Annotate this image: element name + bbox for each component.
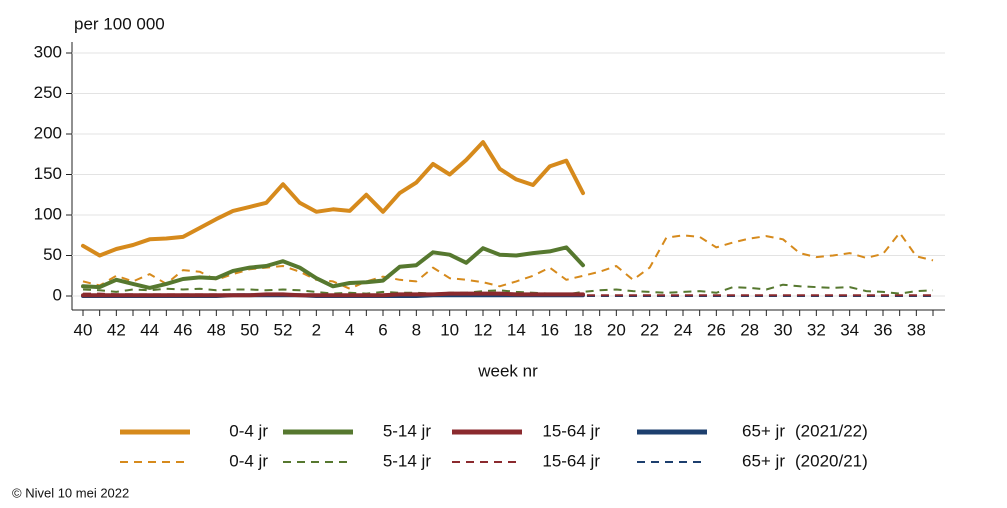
y-tick-label: 100 (34, 204, 62, 223)
x-tick-label: 18 (574, 320, 593, 339)
x-tick-label: 38 (907, 320, 926, 339)
x-tick-label: 6 (378, 320, 387, 339)
x-tick-label: 40 (74, 320, 93, 339)
legend-season: (2021/22) (795, 421, 868, 440)
x-tick-label: 44 (140, 320, 159, 339)
legend-label: 0-4 jr (229, 451, 268, 470)
y-tick-label: 250 (34, 83, 62, 102)
x-tick-label: 14 (507, 320, 526, 339)
x-tick-label: 26 (707, 320, 726, 339)
x-tick-label: 24 (674, 320, 693, 339)
legend-season: (2020/21) (795, 451, 868, 470)
x-tick-label: 32 (807, 320, 826, 339)
x-tick-label: 52 (274, 320, 293, 339)
y-tick-label: 50 (43, 245, 62, 264)
x-tick-label: 46 (174, 320, 193, 339)
x-tick-label: 48 (207, 320, 226, 339)
x-tick-label: 28 (740, 320, 759, 339)
x-tick-label: 50 (240, 320, 259, 339)
y-tick-label: 300 (34, 42, 62, 61)
x-tick-label: 36 (874, 320, 893, 339)
x-tick-label: 30 (774, 320, 793, 339)
legend-label: 15-64 jr (542, 451, 600, 470)
x-tick-label: 10 (440, 320, 459, 339)
x-tick-label: 22 (640, 320, 659, 339)
y-tick-label: 0 (53, 285, 62, 304)
x-tick-label: 20 (607, 320, 626, 339)
x-tick-label: 34 (840, 320, 859, 339)
line-series (81, 291, 585, 298)
legend-label: 5-14 jr (383, 451, 432, 470)
x-axis-label: week nr (477, 361, 538, 380)
x-tick-label: 8 (412, 320, 421, 339)
x-tick-label: 42 (107, 320, 126, 339)
x-tick-label: 12 (474, 320, 493, 339)
legend-label: 0-4 jr (229, 421, 268, 440)
y-tick-label: 200 (34, 123, 62, 142)
line-series (82, 231, 934, 290)
y-tick-label: 150 (34, 164, 62, 183)
footer: © Nivel 10 mei 2022 (12, 485, 129, 500)
x-tick-label: 2 (312, 320, 321, 339)
legend-label: 65+ jr (742, 421, 785, 440)
legend-label: 15-64 jr (542, 421, 600, 440)
x-tick-label: 4 (345, 320, 354, 339)
line-series (81, 245, 585, 290)
x-tick-label: 16 (540, 320, 559, 339)
legend-label: 5-14 jr (383, 421, 432, 440)
legend-label: 65+ jr (742, 451, 785, 470)
line-series (81, 140, 585, 258)
y-axis-label: per 100 000 (74, 14, 165, 33)
line-series (82, 283, 934, 296)
